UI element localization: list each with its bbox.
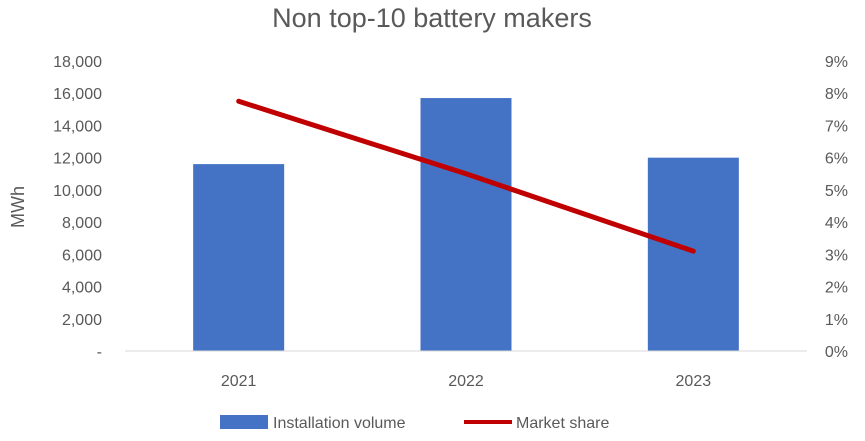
legend: Installation volume Market share: [220, 415, 609, 432]
y-tick-label: 2,000: [62, 312, 102, 329]
y-tick-label: 10,000: [53, 183, 102, 200]
y-axis-label: MWh: [8, 186, 28, 228]
y-tick-label: -: [97, 344, 102, 361]
legend-label-installation-volume: Installation volume: [273, 415, 406, 432]
legend-label-market-share: Market share: [516, 415, 609, 432]
y2-tick-label: 0%: [825, 344, 848, 361]
bar-installation-volume-2021: [193, 164, 285, 351]
bar-installation-volume-2022: [420, 98, 512, 351]
bar-installation-volume-2023: [647, 157, 739, 351]
y2-tick-label: 8%: [825, 86, 848, 103]
y2-tick-label: 3%: [825, 247, 848, 264]
y2-tick-label: 2%: [825, 280, 848, 297]
x-tick-label: 2022: [448, 373, 484, 390]
y-tick-label: 8,000: [62, 215, 102, 232]
y-tick-label: 6,000: [62, 247, 102, 264]
line-market-share: [236, 98, 696, 254]
y2-tick-label: 7%: [825, 118, 848, 135]
y2-tick-label: 5%: [825, 183, 848, 200]
y2-tick-label: 6%: [825, 151, 848, 168]
y-tick-label: 12,000: [53, 151, 102, 168]
y2-tick-label: 9%: [825, 54, 848, 71]
legend-swatch-installation-volume: [220, 415, 268, 429]
y2-tick-label: 4%: [825, 215, 848, 232]
y2-tick-label: 1%: [825, 312, 848, 329]
chart-title: Non top-10 battery makers: [272, 3, 592, 33]
x-tick-label: 2023: [676, 373, 712, 390]
y-tick-label: 4,000: [62, 280, 102, 297]
y-tick-label: 16,000: [53, 86, 102, 103]
y-tick-label: 14,000: [53, 118, 102, 135]
y-tick-label: 18,000: [53, 54, 102, 71]
x-tick-label: 2021: [221, 373, 257, 390]
